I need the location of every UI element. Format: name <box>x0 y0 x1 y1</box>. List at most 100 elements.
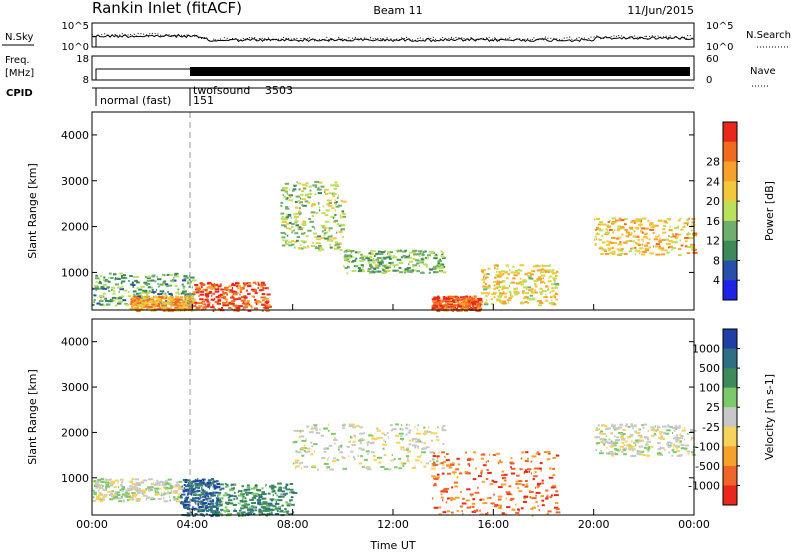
heatmap-cell <box>456 299 460 301</box>
heatmap-cell <box>326 458 329 461</box>
heatmap-cell <box>461 502 467 505</box>
x-tick-label: 16:00 <box>477 518 509 531</box>
heatmap-cell <box>120 286 123 289</box>
heatmap-cell <box>277 488 282 491</box>
heatmap-cell <box>160 492 163 495</box>
heatmap-cell <box>539 462 543 465</box>
colorbar-tick-label: 100 <box>699 382 720 395</box>
heatmap-cell <box>164 480 168 483</box>
heatmap-cell <box>434 270 437 273</box>
heatmap-cell <box>614 427 620 430</box>
heatmap-cell <box>636 227 640 230</box>
heatmap-cell <box>114 278 116 281</box>
heatmap-cell <box>367 443 369 446</box>
heatmap-cell <box>509 498 513 501</box>
heatmap-cell <box>257 501 262 504</box>
heatmap-cell <box>151 308 153 311</box>
heatmap-cell <box>172 496 176 499</box>
heatmap-cell <box>211 478 214 481</box>
heatmap-cell <box>435 298 439 301</box>
heatmap-cell <box>205 289 207 292</box>
heatmap-cell <box>261 487 264 490</box>
heatmap-cell <box>368 440 370 443</box>
colorbar-swatch <box>723 220 737 242</box>
heatmap-cell <box>238 297 242 300</box>
heatmap-cell <box>204 491 208 494</box>
heatmap-cell <box>369 253 374 256</box>
heatmap-cell <box>599 438 604 441</box>
heatmap-cell <box>159 299 163 302</box>
heatmap-cell <box>144 291 149 294</box>
heatmap-cell <box>529 489 532 492</box>
heatmap-cell <box>628 446 633 449</box>
heatmap-cell <box>438 307 441 310</box>
heatmap-cell <box>259 289 263 292</box>
heatmap-cell <box>617 227 622 230</box>
heatmap-cell <box>675 438 680 441</box>
heatmap-cell <box>302 187 307 190</box>
heatmap-cell <box>280 212 285 215</box>
heatmap-cell <box>190 294 193 296</box>
heatmap-cell <box>340 199 343 202</box>
freq-trace-twofsound <box>190 67 690 76</box>
heatmap-cell <box>357 455 360 457</box>
heatmap-cell <box>330 215 336 218</box>
heatmap-cell <box>451 309 454 312</box>
heatmap-cell <box>97 489 100 492</box>
heatmap-cell <box>437 457 439 460</box>
heatmap-cell <box>346 272 349 275</box>
heatmap-cell <box>507 273 510 276</box>
heatmap-cell <box>213 308 217 311</box>
heatmap-cell <box>454 485 458 488</box>
heatmap-cell <box>452 304 456 307</box>
heatmap-cell <box>611 253 616 255</box>
heatmap-cell <box>549 275 553 278</box>
heatmap-cell <box>147 300 149 303</box>
heatmap-cell <box>300 244 302 247</box>
y-tick-label: 3000 <box>61 175 89 188</box>
heatmap-cell <box>267 304 270 307</box>
heatmap-cell <box>521 292 525 295</box>
heatmap-cell <box>417 440 422 443</box>
heatmap-cell <box>551 289 555 292</box>
heatmap-cell <box>667 444 672 447</box>
heatmap-cell <box>477 301 479 304</box>
heatmap-cell <box>485 299 487 301</box>
heatmap-cell <box>95 486 99 489</box>
heatmap-cell <box>646 242 648 245</box>
heatmap-cell <box>105 485 111 488</box>
heatmap-cell <box>159 308 164 311</box>
heatmap-cell <box>295 450 298 453</box>
heatmap-cell <box>323 234 326 237</box>
heatmap-cell <box>213 484 216 487</box>
heatmap-cell <box>658 436 663 439</box>
heatmap-cell <box>101 498 105 501</box>
heatmap-cell <box>666 443 670 446</box>
heatmap-cell <box>638 250 640 253</box>
heatmap-cell <box>493 280 498 283</box>
heatmap-cell <box>258 510 263 513</box>
heatmap-cell <box>596 218 600 220</box>
heatmap-cell <box>124 277 128 280</box>
heatmap-cell <box>133 485 136 488</box>
heatmap-cell <box>422 252 424 255</box>
heatmap-cell <box>343 265 345 268</box>
power-x-ticks <box>91 304 695 310</box>
heatmap-cell <box>211 283 213 286</box>
heatmap-cell <box>684 240 688 243</box>
heatmap-cell <box>145 488 147 491</box>
heatmap-cell <box>432 308 434 311</box>
heatmap-cell <box>328 456 330 459</box>
heatmap-cell <box>650 226 656 229</box>
heatmap-cell <box>509 290 512 293</box>
heatmap-cell <box>675 425 678 428</box>
heatmap-cell <box>199 484 204 487</box>
heatmap-cell <box>102 283 107 286</box>
heatmap-cell <box>129 489 133 492</box>
heatmap-cell <box>250 288 256 291</box>
heatmap-cell <box>289 188 291 191</box>
heatmap-cell <box>199 497 201 500</box>
heatmap-cell <box>432 307 438 310</box>
heatmap-cell <box>300 435 305 438</box>
heatmap-cell <box>519 468 523 471</box>
